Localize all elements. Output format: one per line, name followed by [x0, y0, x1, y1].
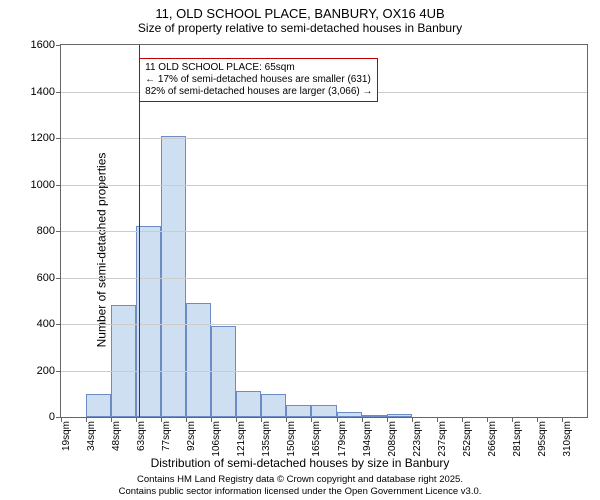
y-tick-label: 0: [49, 411, 55, 423]
footnote: Contains HM Land Registry data © Crown c…: [0, 474, 600, 498]
histogram-bar: [186, 303, 211, 417]
chart-subtitle: Size of property relative to semi-detach…: [0, 21, 600, 35]
y-tick-label: 1000: [31, 179, 55, 191]
x-tick-label: 281sqm: [512, 421, 523, 457]
x-tick-label: 208sqm: [387, 421, 398, 457]
annotation-box: 11 OLD SCHOOL PLACE: 65sqm← 17% of semi-…: [139, 58, 378, 102]
y-tick-mark: [56, 371, 61, 372]
annotation-line: 82% of semi-detached houses are larger (…: [145, 86, 372, 98]
annotation-line: ← 17% of semi-detached houses are smalle…: [145, 74, 372, 86]
plot-area: 0200400600800100012001400160019sqm34sqm4…: [60, 44, 588, 418]
histogram-bar: [86, 394, 111, 417]
histogram-bar: [387, 414, 412, 417]
histogram-bar: [161, 136, 186, 417]
histogram-bar: [236, 391, 261, 417]
x-tick-label: 34sqm: [86, 421, 97, 451]
x-tick-label: 310sqm: [562, 421, 573, 457]
histogram-bar: [211, 326, 236, 417]
y-tick-label: 1400: [31, 86, 55, 98]
histogram-bar: [111, 305, 136, 417]
chart-title: 11, OLD SCHOOL PLACE, BANBURY, OX16 4UB: [0, 0, 600, 21]
y-tick-mark: [56, 324, 61, 325]
y-tick-label: 200: [37, 365, 55, 377]
histogram-bar: [337, 412, 362, 417]
y-tick-mark: [56, 231, 61, 232]
y-tick-label: 800: [37, 225, 55, 237]
x-tick-label: 179sqm: [337, 421, 348, 457]
y-tick-mark: [56, 185, 61, 186]
x-tick-label: 165sqm: [311, 421, 322, 457]
x-tick-label: 19sqm: [61, 421, 72, 451]
x-tick-label: 252sqm: [462, 421, 473, 457]
y-tick-label: 1200: [31, 132, 55, 144]
x-tick-label: 223sqm: [412, 421, 423, 457]
histogram-bar: [362, 415, 387, 417]
y-tick-label: 400: [37, 318, 55, 330]
x-tick-label: 237sqm: [437, 421, 448, 457]
y-tick-mark: [56, 138, 61, 139]
y-tick-label: 1600: [31, 39, 55, 51]
x-tick-label: 63sqm: [136, 421, 147, 451]
histogram-bar: [261, 394, 286, 417]
x-tick-label: 295sqm: [537, 421, 548, 457]
y-tick-mark: [56, 278, 61, 279]
plot-container: 0200400600800100012001400160019sqm34sqm4…: [60, 44, 588, 418]
x-tick-label: 77sqm: [161, 421, 172, 451]
x-tick-label: 106sqm: [211, 421, 222, 457]
footnote-line-2: Contains public sector information licen…: [119, 486, 482, 497]
y-tick-mark: [56, 45, 61, 46]
y-tick-mark: [56, 92, 61, 93]
x-tick-label: 48sqm: [111, 421, 122, 451]
x-tick-label: 121sqm: [236, 421, 247, 457]
x-tick-label: 266sqm: [487, 421, 498, 457]
histogram-bar: [311, 405, 336, 417]
x-tick-label: 135sqm: [261, 421, 272, 457]
annotation-line: 11 OLD SCHOOL PLACE: 65sqm: [145, 62, 372, 74]
footnote-line-1: Contains HM Land Registry data © Crown c…: [137, 474, 463, 485]
x-tick-label: 150sqm: [286, 421, 297, 457]
y-tick-label: 600: [37, 272, 55, 284]
x-tick-label: 194sqm: [362, 421, 373, 457]
x-tick-label: 92sqm: [186, 421, 197, 451]
x-axis-label: Distribution of semi-detached houses by …: [0, 456, 600, 470]
histogram-bar: [286, 405, 311, 417]
